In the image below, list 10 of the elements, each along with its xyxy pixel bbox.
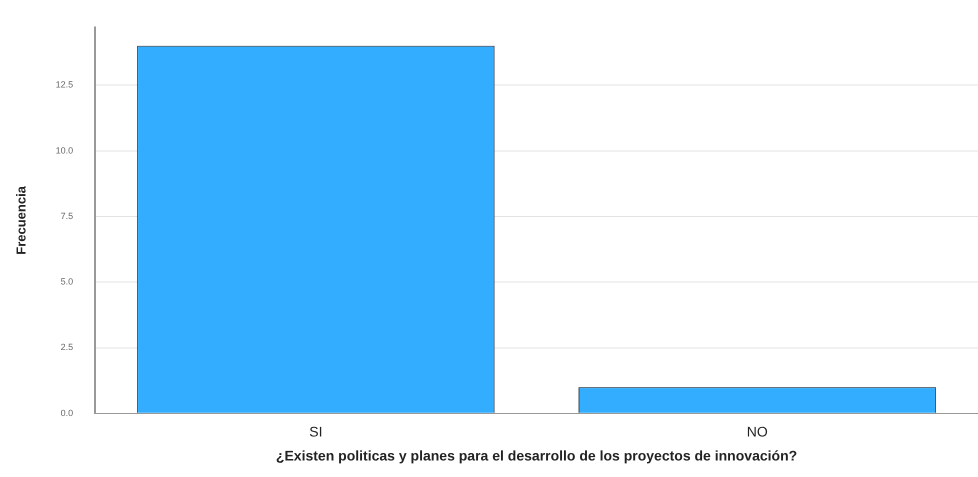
y-tick-label: 2.5 [60,342,74,352]
x-tick-label: SI [309,424,322,440]
y-tick-label: 12.5 [56,80,74,90]
y-tick-label: 7.5 [60,210,74,221]
y-tick-label: 10.0 [56,145,74,156]
y-tick-label: 5.0 [60,276,74,287]
x-tick-label: NO [746,424,768,440]
y-tick-label: 0.0 [60,408,74,418]
x-axis-title: ¿Existen politicas y planes para el desarrollo de los proyectos de innovación? [276,447,798,464]
y-axis-title: Frecuencia [13,185,28,255]
